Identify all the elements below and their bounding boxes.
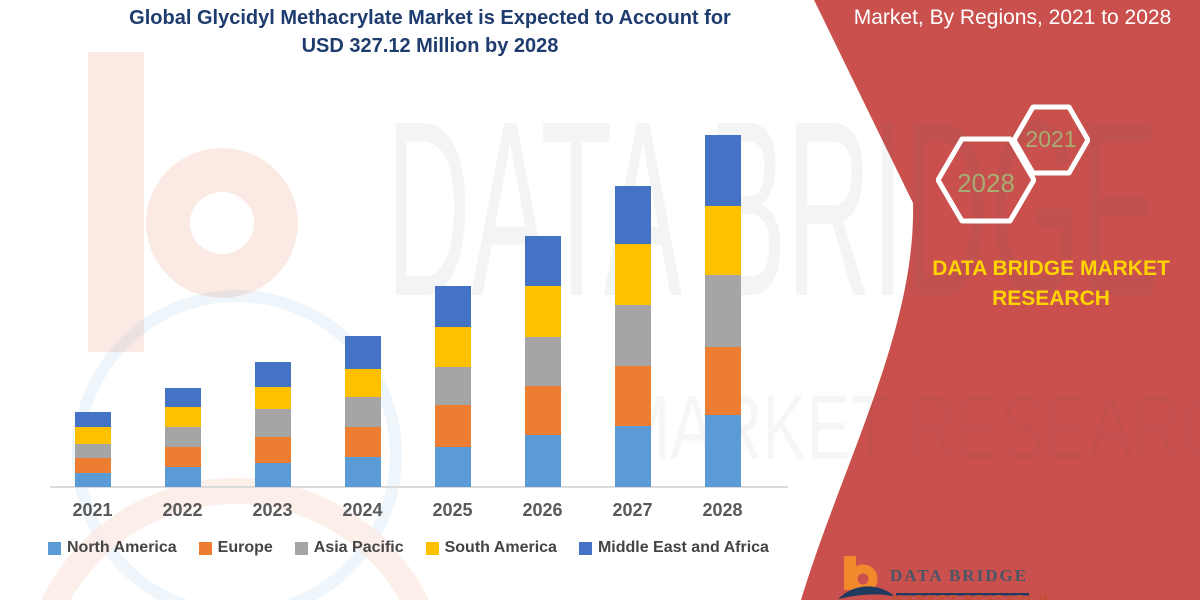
bar-segment-middle-east-and-africa	[434, 286, 471, 327]
bar-segment-north-america	[74, 473, 111, 487]
bar-segment-middle-east-and-africa	[614, 186, 651, 244]
legend-label: Asia Pacific	[313, 539, 404, 556]
x-axis-tick-label: 2027	[612, 500, 653, 520]
bar-segment-north-america	[524, 435, 561, 487]
stacked-bar-chart: 2021 2022 2023 2024 2025 2026 2027 2028	[72, 135, 743, 520]
bar-segment-south-america	[164, 407, 201, 427]
bar-segment-north-america	[254, 463, 291, 487]
bar-segment-middle-east-and-africa	[254, 362, 291, 387]
bar-segment-europe	[704, 347, 741, 415]
bar-segment-asia-pacific	[614, 305, 651, 366]
legend-item: Middle East and Africa	[578, 539, 769, 557]
banner-subtitle: Market, By Regions, 2021 to 2028	[853, 6, 1172, 29]
bar-segment-europe	[344, 427, 381, 457]
bar-segment-asia-pacific	[524, 337, 561, 386]
bar-segment-asia-pacific	[704, 275, 741, 347]
x-axis-tick-label: 2028	[702, 500, 743, 520]
logo-company-subtitle: MARKET RESEARCH	[892, 593, 1051, 600]
page-title-line1: Global Glycidyl Methacrylate Market is E…	[129, 7, 731, 29]
legend-label: North America	[67, 539, 177, 556]
bar-segment-south-america	[614, 244, 651, 305]
bar-segment-middle-east-and-africa	[524, 236, 561, 286]
bar-segment-europe	[164, 447, 201, 467]
bar-segment-asia-pacific	[344, 397, 381, 427]
bar-segment-europe	[254, 437, 291, 463]
databridge-logo-icon	[838, 556, 1029, 599]
logo-company-name: DATA BRIDGE	[890, 566, 1029, 585]
bar-segment-asia-pacific	[434, 367, 471, 405]
page-title: Global Glycidyl Methacrylate Market is E…	[80, 4, 780, 60]
legend-swatch	[48, 541, 61, 555]
bar-segment-europe	[524, 386, 561, 435]
legend-label: South America	[444, 539, 557, 556]
x-axis-tick-label: 2026	[522, 500, 563, 520]
legend-item: Europe	[198, 539, 273, 557]
bar-segment-north-america	[164, 467, 201, 487]
watermark-logo-bar-shape	[88, 52, 144, 352]
x-axis-line	[50, 486, 788, 488]
bar-segment-asia-pacific	[254, 409, 291, 437]
bar-segment-middle-east-and-africa	[704, 135, 741, 206]
bar-segment-middle-east-and-africa	[164, 388, 201, 407]
legend-item: Asia Pacific	[294, 539, 404, 557]
bar-segment-middle-east-and-africa	[344, 336, 381, 369]
bar-segment-south-america	[344, 369, 381, 397]
bar-segment-europe	[614, 366, 651, 426]
legend-label: Europe	[217, 539, 273, 556]
bar-segment-europe	[434, 405, 471, 447]
legend-item: South America	[425, 539, 557, 557]
bar-segment-north-america	[344, 457, 381, 487]
bar-segment-south-america	[74, 427, 111, 444]
hexagon-2021-label: 2021	[1025, 126, 1077, 152]
bar-segment-south-america	[524, 286, 561, 337]
x-axis-tick-label: 2024	[342, 500, 383, 520]
bar-segment-south-america	[434, 327, 471, 367]
bar-segment-north-america	[614, 426, 651, 487]
x-axis-tick-label: 2022	[162, 500, 203, 520]
legend-item: North America	[48, 539, 177, 557]
legend-swatch	[425, 541, 439, 555]
bar-segment-north-america	[434, 447, 471, 487]
bar-segment-south-america	[704, 206, 741, 275]
page-title-line2: USD 327.12 Million by 2028	[301, 35, 559, 57]
company-name: DATA BRIDGE MARKET RESEARCH	[932, 257, 1170, 311]
hexagon-2028-label: 2028	[957, 168, 1015, 198]
legend-label: Middle East and Africa	[597, 539, 769, 556]
chart-legend: North America Europe Asia Pacific South Ame…	[48, 539, 769, 557]
legend-swatch	[578, 541, 592, 555]
bar-segment-south-america	[254, 387, 291, 409]
bar-segment-middle-east-and-africa	[74, 412, 111, 427]
legend-swatch	[294, 541, 308, 555]
bar-segment-asia-pacific	[74, 444, 111, 458]
bar-segment-asia-pacific	[164, 427, 201, 447]
x-axis-tick-label: 2025	[432, 500, 473, 520]
x-axis-tick-label: 2021	[72, 500, 113, 520]
bar-segment-europe	[74, 458, 111, 473]
legend-swatch	[198, 541, 212, 555]
x-axis-tick-label: 2023	[252, 500, 293, 520]
bar-segment-north-america	[704, 415, 741, 487]
